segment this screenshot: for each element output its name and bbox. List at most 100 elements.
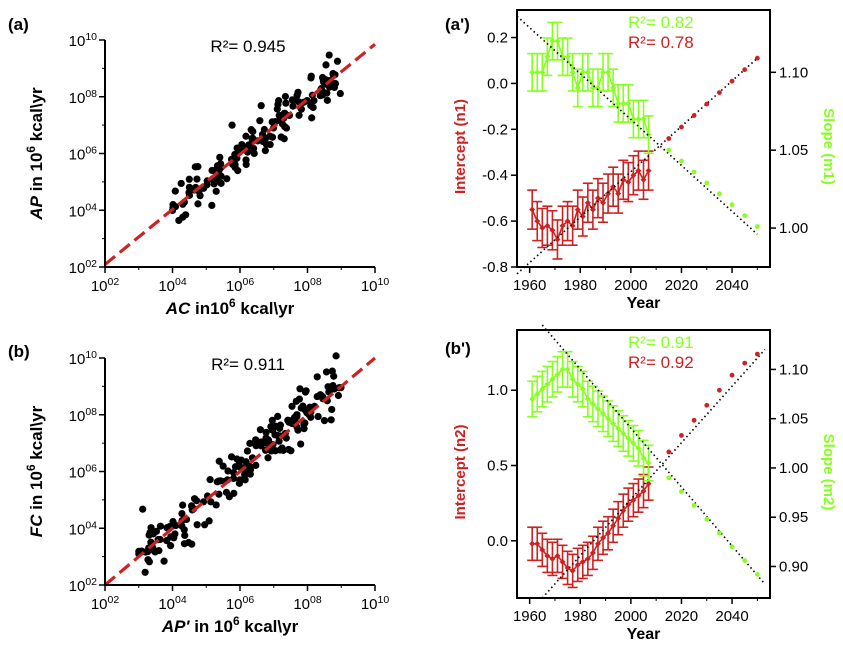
data-point — [282, 99, 290, 107]
projection-point — [742, 67, 748, 73]
data-point — [256, 426, 265, 434]
y-left-tick-label: -0.4 — [482, 167, 508, 184]
text-span: kcal\yr — [27, 87, 46, 146]
y-right-tick-label: 1.00 — [779, 460, 808, 477]
data-marker — [645, 167, 652, 174]
data-point — [190, 495, 199, 503]
y-left-tick-label: -0.6 — [482, 213, 508, 230]
data-marker — [620, 176, 627, 183]
superscript: 04 — [85, 201, 97, 213]
data-marker — [534, 391, 541, 398]
text-span: (b') — [445, 339, 471, 358]
data-point — [328, 405, 336, 414]
projection-point — [704, 180, 710, 186]
plot-frame — [516, 9, 771, 268]
projection-point — [679, 432, 684, 438]
y-tick-label: 1002 — [69, 258, 98, 277]
data-point — [169, 517, 177, 526]
data-marker — [610, 84, 617, 91]
data-marker — [539, 224, 546, 231]
x-tick-label: 1002 — [91, 276, 120, 295]
data-marker — [549, 555, 556, 562]
data-point — [278, 444, 286, 452]
text-span: kcal\yr — [236, 299, 295, 318]
text-span: 2020 — [665, 277, 698, 294]
data-point — [141, 568, 149, 576]
data-point — [215, 457, 223, 465]
x-tick-label: 1004 — [158, 594, 187, 613]
data-marker — [630, 172, 637, 179]
data-marker — [594, 84, 601, 91]
text-span: 10 — [293, 596, 310, 613]
x-axis-title: AC in106 kcal\yr — [165, 296, 295, 318]
data-point — [227, 453, 236, 461]
data-marker — [554, 236, 561, 243]
data-marker — [645, 480, 652, 487]
data-point — [273, 105, 281, 113]
data-point — [289, 102, 297, 110]
data-marker — [620, 100, 627, 107]
text-span: 10 — [69, 351, 86, 368]
superscript: 08 — [85, 88, 97, 100]
data-marker — [630, 116, 637, 123]
data-marker — [635, 492, 642, 499]
data-point — [275, 97, 283, 105]
data-point — [145, 531, 153, 539]
superscript: 02 — [108, 594, 120, 606]
trend-panel-b-prime: (b') 1960 1980 2000 2020 2040 Year 1.0 0.5 0.0 1.1… — [445, 324, 837, 643]
data-point — [332, 352, 340, 360]
data-marker — [529, 540, 536, 547]
series-intercept — [516, 55, 760, 275]
data-marker — [539, 69, 546, 76]
data-point — [295, 395, 304, 403]
data-marker — [584, 555, 591, 562]
text-span: 2040 — [715, 608, 748, 625]
data-marker — [574, 561, 581, 568]
data-marker — [529, 395, 536, 402]
data-marker — [574, 206, 581, 213]
data-point — [246, 439, 254, 447]
data-marker — [534, 540, 541, 547]
projection-point — [729, 544, 735, 550]
y-right-axis-title: Slope (m2) — [820, 434, 837, 511]
text-span: 0.0 — [487, 75, 508, 92]
y-tick-label: 1010 — [69, 31, 98, 50]
data-marker — [635, 167, 642, 174]
data-marker — [559, 558, 566, 565]
text-span: 10 — [69, 578, 86, 595]
data-point — [313, 392, 321, 401]
data-marker — [564, 366, 571, 373]
text-span: -0.2 — [482, 121, 508, 138]
data-point — [296, 385, 304, 393]
data-point — [267, 447, 275, 455]
data-point — [208, 201, 216, 209]
data-point — [155, 547, 163, 555]
superscript: 08 — [310, 594, 322, 606]
superscript: 04 — [85, 519, 97, 531]
x-axis-title: AP' in 106 kcal\yr — [161, 614, 299, 636]
projection-point — [729, 202, 735, 208]
data-marker — [615, 190, 622, 197]
superscript: 02 — [85, 576, 97, 588]
data-point — [212, 501, 220, 509]
data-point — [194, 200, 202, 208]
projection-point — [742, 558, 748, 563]
superscript: 06 — [243, 594, 255, 606]
x-tick-label: 1960 — [513, 608, 546, 625]
data-point — [331, 79, 340, 88]
data-marker — [605, 415, 612, 422]
data-marker — [640, 176, 647, 183]
text-span: R²= 0.78 — [628, 33, 694, 52]
y-axis-title: AP in 106 kcal\yr — [24, 87, 46, 221]
text-span: 0.95 — [779, 509, 808, 526]
data-point — [185, 188, 193, 197]
data-point — [301, 388, 310, 396]
data-point — [242, 156, 250, 164]
projection-point — [691, 113, 697, 118]
y-axis-title: FC in 106 kcal\yr — [24, 405, 46, 537]
series-intercept — [527, 349, 766, 599]
text-span: (b) — [8, 342, 30, 361]
data-point — [171, 187, 179, 195]
data-marker — [625, 435, 632, 442]
